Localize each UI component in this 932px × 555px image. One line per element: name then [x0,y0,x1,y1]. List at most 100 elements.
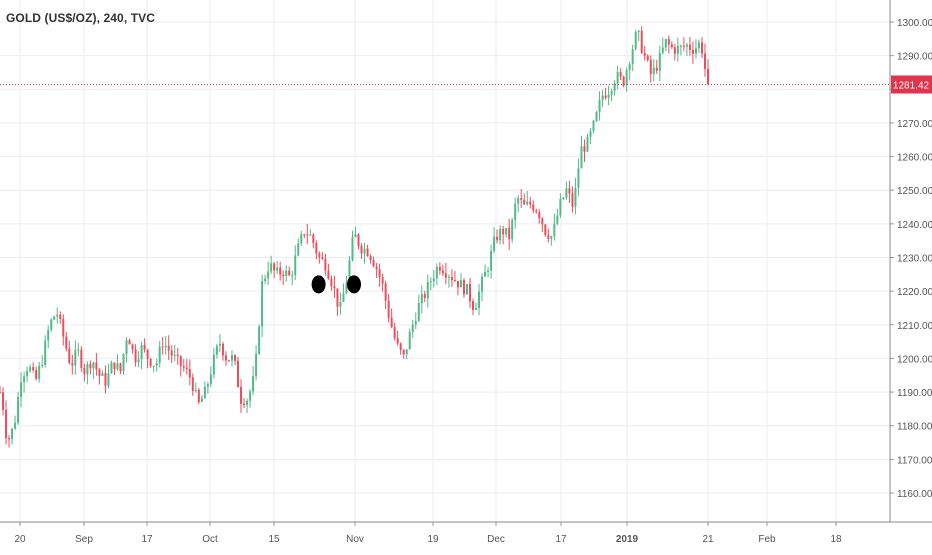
candle-body [77,349,80,351]
candle-body [438,267,441,271]
candle-body [300,234,303,244]
candle-body [92,362,95,369]
candle-body [243,403,246,406]
last-price-label: 1281.42 [893,81,930,92]
candle-body [601,95,604,100]
candle-body [185,367,188,370]
x-tick-label: Feb [758,534,776,545]
x-tick-label: Oct [202,534,218,545]
candle-body [116,363,119,370]
candle-body [32,367,35,371]
candle-body [637,30,640,33]
candle-body [402,349,405,355]
candle-body [426,281,429,299]
candle-body [357,234,360,246]
candle-body [140,345,143,360]
candle-body [258,326,261,354]
candle-body [227,360,230,362]
candle-body [435,267,438,279]
candle-body [285,270,288,277]
candle-body [411,324,414,332]
candle-body [65,336,68,349]
candle-body [465,284,468,295]
candle-body [86,364,89,375]
candle-body [574,187,577,207]
candle-body [384,283,387,301]
candle-body [707,68,709,85]
candle-body [50,319,53,330]
candle-body [345,282,348,294]
x-tick-label: 20 [14,534,26,545]
candle-body [297,243,300,256]
candle-body [631,49,634,65]
candle-body [694,48,697,54]
candle-body [496,236,499,241]
candle-body [553,223,556,237]
candle-body [676,46,679,54]
candle-body [128,340,131,345]
candle-body [625,70,628,86]
x-tick-label: 21 [702,534,714,545]
candle-body [703,53,706,69]
candle-body [44,340,47,366]
candle-body [453,280,456,282]
candle-body [230,355,233,361]
candle-body [396,338,399,344]
candle-body [101,373,104,376]
candle-body [240,387,243,404]
candle-body [556,215,559,224]
candle-body [607,94,610,98]
candle-body [628,64,631,71]
candle-body [691,49,694,54]
candle-body [408,331,411,350]
candle-body [53,316,56,320]
candle-body [179,355,182,367]
candle-body [35,370,38,379]
candle-body [550,236,553,240]
candle-body [200,398,203,403]
candle-body [194,389,197,391]
candle-body [429,281,432,283]
candle-body [604,95,607,98]
candle-body [523,199,526,205]
candle-body [643,52,646,56]
candle-body [29,367,32,372]
y-tick-label: 1240.00 [897,220,932,231]
candle-body [47,329,50,341]
candle-body [559,199,562,216]
chart-title: GOLD (US$/OZ), 240, TVC [6,11,155,25]
candle-body [541,218,544,225]
candle-body [249,391,252,401]
candle-body [339,301,342,307]
candle-body [616,72,619,84]
x-tick-label: 18 [830,534,842,545]
x-tick-label: 19 [427,534,439,545]
candle-body [8,438,11,440]
candle-body [17,396,20,423]
candle-body [182,366,185,368]
candle-body [688,44,691,50]
x-tick-label: 2019 [616,534,639,545]
candle-body [122,354,125,372]
candle-body [188,369,191,378]
candle-body [20,382,23,397]
candle-body [547,235,550,240]
candle-body [697,42,700,49]
candle-body [327,270,330,279]
candle-body [529,201,532,205]
candle-body [360,245,363,254]
candle-body [456,280,459,288]
candle-body [89,364,92,369]
candle-body [586,136,589,152]
candle-body [441,270,444,274]
candle-body [351,237,354,261]
candle-body [544,224,547,236]
candle-body [679,45,682,47]
y-tick-label: 1190.00 [897,388,932,399]
candle-body [276,267,279,271]
candle-body [23,376,26,383]
y-tick-label: 1290.00 [897,52,932,63]
